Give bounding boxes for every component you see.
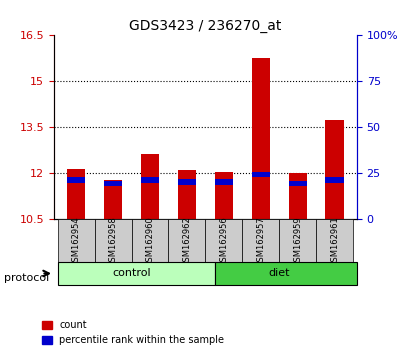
Bar <box>67 169 85 219</box>
Bar <box>141 154 159 219</box>
Bar <box>104 179 122 219</box>
Text: GSM162961: GSM162961 <box>330 216 339 267</box>
Text: GSM162956: GSM162956 <box>220 216 228 267</box>
Title: GDS3423 / 236270_at: GDS3423 / 236270_at <box>129 19 282 33</box>
Text: diet: diet <box>269 268 290 279</box>
Bar <box>178 170 196 219</box>
Text: GSM162958: GSM162958 <box>109 216 117 267</box>
Bar <box>215 172 233 219</box>
Text: GSM162959: GSM162959 <box>293 216 302 267</box>
FancyBboxPatch shape <box>279 219 316 264</box>
Bar <box>104 181 122 186</box>
FancyBboxPatch shape <box>58 262 215 285</box>
FancyBboxPatch shape <box>168 219 205 264</box>
FancyBboxPatch shape <box>215 262 357 285</box>
Text: GSM162962: GSM162962 <box>183 216 191 267</box>
Bar <box>325 177 344 183</box>
FancyBboxPatch shape <box>242 219 279 264</box>
FancyBboxPatch shape <box>132 219 168 264</box>
Bar <box>251 172 270 177</box>
Text: GSM162954: GSM162954 <box>72 216 81 267</box>
Bar <box>288 173 307 219</box>
FancyBboxPatch shape <box>58 219 95 264</box>
FancyBboxPatch shape <box>205 219 242 264</box>
Text: GSM162957: GSM162957 <box>256 216 265 267</box>
Text: control: control <box>112 268 151 279</box>
Text: GSM162960: GSM162960 <box>146 216 154 267</box>
Bar <box>67 177 85 183</box>
Bar <box>325 120 344 219</box>
Bar <box>251 58 270 219</box>
FancyBboxPatch shape <box>316 219 353 264</box>
Bar <box>215 179 233 184</box>
Bar <box>141 177 159 183</box>
Text: protocol: protocol <box>4 273 49 283</box>
Legend: count, percentile rank within the sample: count, percentile rank within the sample <box>38 316 228 349</box>
Bar <box>178 179 196 184</box>
FancyBboxPatch shape <box>95 219 132 264</box>
Bar <box>288 181 307 186</box>
